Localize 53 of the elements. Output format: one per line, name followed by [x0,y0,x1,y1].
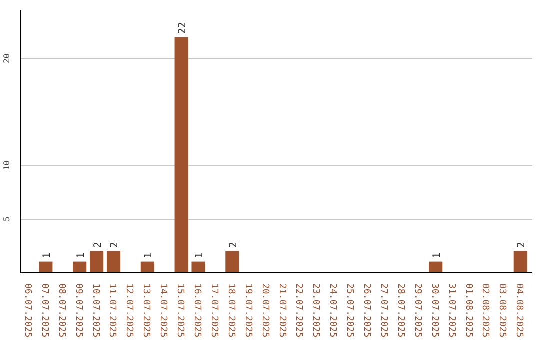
x-tick-label: 24.07.2025 [328,284,338,338]
data-label: 1 [194,252,206,259]
x-tick-label: 02.08.2025 [480,284,490,338]
x-tick-label: 15.07.2025 [175,284,186,338]
x-tick-label: 18.07.2025 [226,284,236,338]
x-tick-label: 07.07.2025 [39,284,50,338]
x-tick-label: 09.07.2025 [73,284,84,338]
x-tick-label: 13.07.2025 [141,284,152,338]
x-tick-label: 21.07.2025 [276,284,287,338]
x-tick-label: 28.07.2025 [395,284,406,338]
bar [226,251,240,272]
x-tick-label: 10.07.2025 [90,284,100,338]
y-tick-label: 10 [2,160,12,170]
x-tick-label: 23.07.2025 [310,284,321,338]
data-label: 2 [516,242,528,248]
data-label: 1 [42,252,53,259]
data-label: 1 [432,252,443,259]
x-tick-label: 29.07.2025 [412,284,422,338]
data-label: 2 [110,242,121,248]
data-label: 2 [92,242,104,248]
y-tick-label: 5 [2,216,12,222]
bar [140,262,154,272]
x-tick-label: 27.07.2025 [378,284,389,338]
bar [514,251,528,272]
x-tick-label: 12.07.2025 [124,284,134,338]
bar [192,262,206,272]
x-tick-label: 01.08.2025 [463,284,474,338]
bar [73,262,87,272]
x-tick-label: 20.07.2025 [260,284,270,338]
x-tick-label: 25.07.2025 [344,284,355,338]
bar [106,251,121,272]
x-tick-label: 22.07.2025 [294,284,304,338]
bar [90,251,104,272]
x-tick-label: 19.07.2025 [242,284,253,338]
x-tick-label: 16.07.2025 [192,284,202,338]
x-tick-label: 30.07.2025 [429,284,440,338]
x-tick-label: 17.07.2025 [208,284,219,338]
x-tick-label: 11.07.2025 [107,284,118,338]
x-tick-label: 26.07.2025 [362,284,372,338]
x-tick-label: 06.07.2025 [22,284,32,338]
data-label: 1 [76,252,87,259]
y-tick-label: 20 [2,54,12,64]
data-label: 2 [228,242,240,248]
x-tick-label: 14.07.2025 [158,284,168,338]
x-tick-label: 08.07.2025 [56,284,66,338]
bar [429,262,443,272]
bar [174,37,188,272]
x-tick-label: 31.07.2025 [446,284,456,338]
x-tick-label: 04.08.2025 [514,284,524,338]
bar [39,262,53,272]
data-label: 22 [178,22,189,34]
data-label: 1 [144,252,155,259]
x-tick-label: 03.08.2025 [497,284,508,338]
